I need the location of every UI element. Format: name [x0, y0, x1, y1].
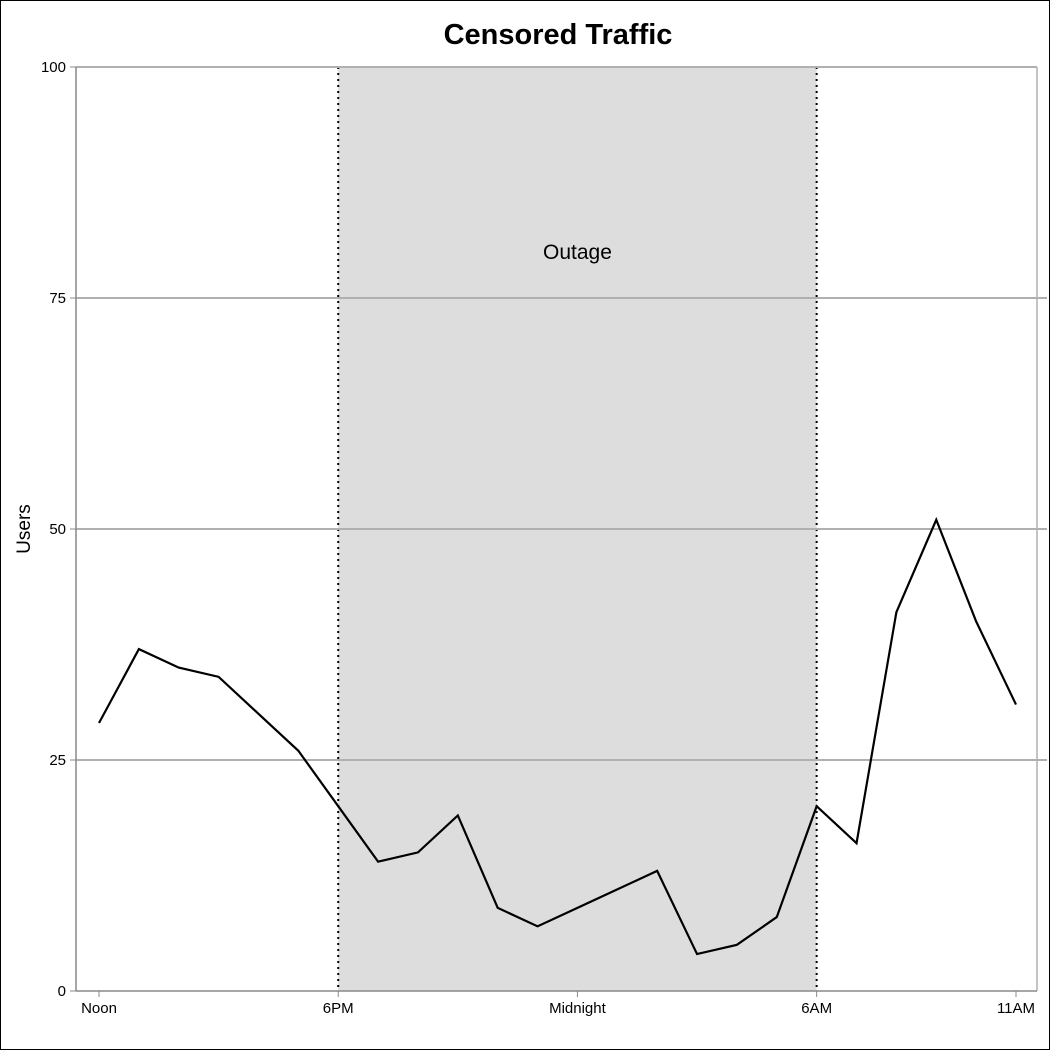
chart-title: Censored Traffic	[443, 19, 673, 51]
series-line	[98, 516, 1017, 956]
x-tick-label: Noon	[81, 1000, 117, 1017]
y-tick-label: 100	[41, 59, 66, 76]
y-axis-title: Users	[14, 504, 35, 554]
outage-label: Outage	[543, 241, 612, 264]
x-tick-label: 6PM	[323, 1000, 354, 1017]
y-tick-label: 0	[58, 983, 66, 1000]
x-tick-label: 11AM	[997, 1000, 1035, 1017]
x-tick-label: Midnight	[549, 1000, 607, 1017]
x-tick-label: 6AM	[801, 1000, 832, 1017]
y-tick-label: 75	[49, 290, 66, 307]
y-tick-label: 25	[49, 752, 66, 769]
y-tick-label: 50	[49, 521, 66, 538]
